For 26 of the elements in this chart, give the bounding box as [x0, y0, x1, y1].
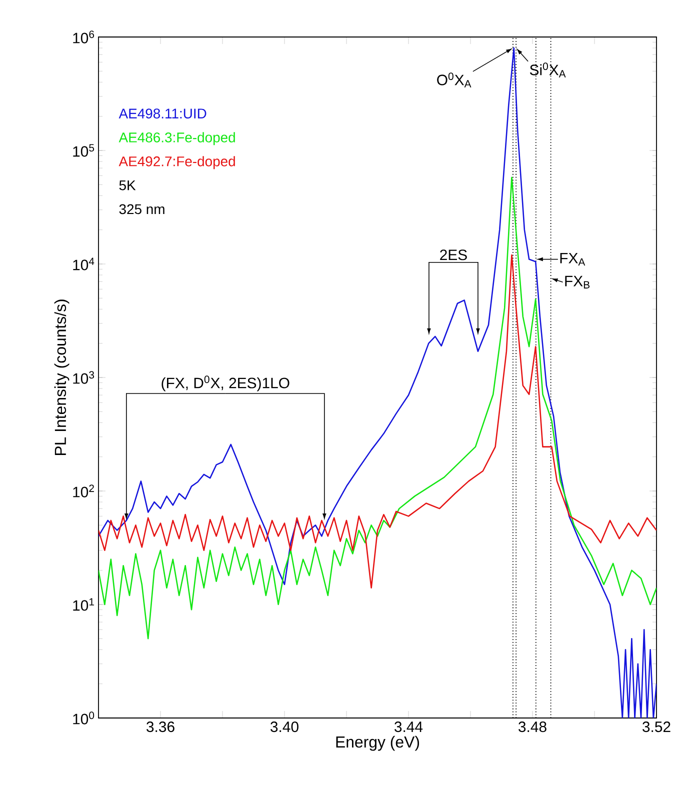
annotation: 325 nm: [119, 204, 164, 214]
y-tick-label: 10$^{5}$: [73, 144, 94, 157]
y-tick-label: 10$^{3}$: [73, 371, 94, 384]
annotation: Si$^{0}$X$_{A}$: [530, 62, 566, 78]
y-tick-label: 10$^{2}$: [73, 484, 94, 498]
annotation: (FX, D$^{0}$X, 2ES)1LO: [162, 376, 290, 392]
x-tick-label: 3.48: [518, 722, 546, 732]
y-tick-label: 10$^{6}$: [73, 30, 94, 44]
text: AE486.3:Fe-doped: [118, 132, 235, 146]
x-axis-title: Energy (eV): [336, 736, 420, 751]
y-tick-label: 10$^{1}$: [73, 598, 94, 611]
y-axis-title: PL Intensity (counts/s): [54, 300, 70, 456]
annotation: 2ES: [440, 250, 467, 260]
annotation: 5K: [119, 180, 136, 190]
text: AE498.11:UID: [118, 108, 206, 118]
line-series: [98, 176, 656, 640]
annotation: FX$_{B}$: [565, 276, 590, 288]
annotation: FX$_{A}$: [560, 253, 586, 266]
x-tick-label: 3.44: [394, 722, 423, 732]
x-tick-label: 3.52: [642, 722, 670, 732]
text: AE492.7:Fe-doped: [118, 156, 235, 170]
x-tick-label: 3.36: [146, 722, 174, 732]
annotation: O$^{0}$X$_{A}$: [437, 72, 472, 88]
x-tick-label: 3.40: [270, 722, 298, 732]
y-tick-label: 10$^{4}$: [73, 258, 94, 270]
y-tick-label: 10$^{0}$: [73, 712, 94, 724]
